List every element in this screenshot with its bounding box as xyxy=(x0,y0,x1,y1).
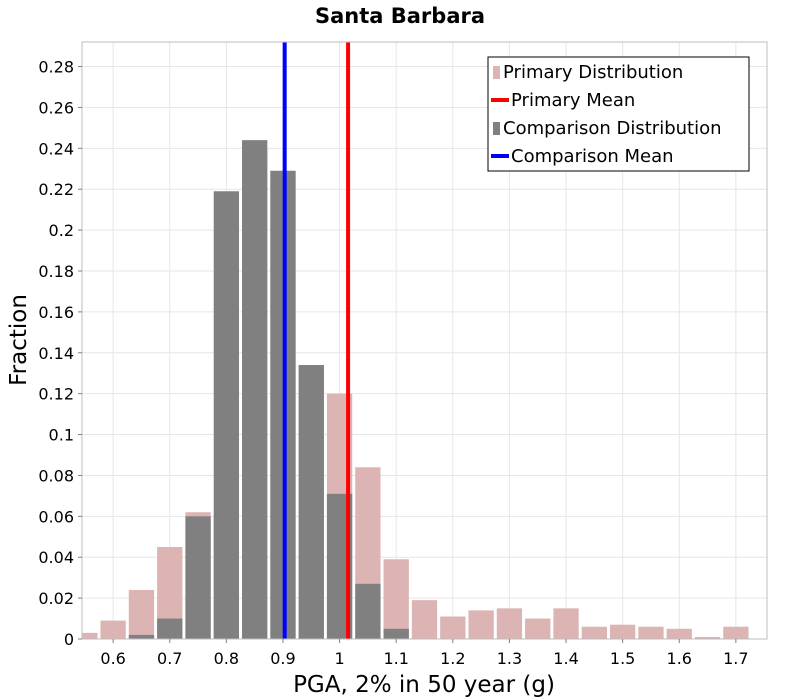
x-tick-label: 1.3 xyxy=(497,649,522,668)
primary-distribution-bar xyxy=(609,624,636,639)
x-tick-label: 0.8 xyxy=(214,649,239,668)
y-tick-label: 0.06 xyxy=(38,507,74,526)
legend-label-comparison-mean: Comparison Mean xyxy=(511,146,674,167)
comparison-distribution-bars xyxy=(128,140,409,639)
mean-lines xyxy=(282,42,351,639)
x-tick-label: 1.4 xyxy=(553,649,578,668)
y-tick-label: 0.14 xyxy=(38,344,74,363)
y-tick-label: 0 xyxy=(64,630,74,649)
primary-distribution-bar xyxy=(128,589,155,639)
y-tick-label: 0.26 xyxy=(38,98,74,117)
x-tick-label: 0.6 xyxy=(100,649,125,668)
legend-box xyxy=(487,56,750,172)
comparison-distribution-bar xyxy=(185,516,211,639)
comparison-distribution-bar xyxy=(383,628,409,639)
y-tick-label: 0.02 xyxy=(38,589,74,608)
comparison-distribution-bar xyxy=(157,618,183,639)
y-tick-label: 0.1 xyxy=(49,426,74,445)
legend-label-comparison-distribution: Comparison Distribution xyxy=(503,118,722,139)
x-tick-label: 0.7 xyxy=(157,649,182,668)
x-axis-ticks: 0.6 0.7 0.8 0.9 1 1.1 1.2 1.3 1.4 1.5 1.6 1.7 xyxy=(100,639,749,668)
y-tick-label: 0.24 xyxy=(38,139,74,158)
y-tick-label: 0.08 xyxy=(38,466,74,485)
chart-legend: Primary Distribution Primary Mean Comparis… xyxy=(487,56,750,172)
primary-distribution-bar xyxy=(411,600,438,639)
x-tick-label: 1.7 xyxy=(723,649,748,668)
primary-distribution-bar xyxy=(694,636,721,639)
legend-label-primary-mean: Primary Mean xyxy=(511,90,635,111)
y-tick-label: 0.04 xyxy=(38,548,74,567)
primary-distribution-bar xyxy=(440,616,466,639)
x-tick-label: 1.1 xyxy=(383,649,408,668)
primary-distribution-bar xyxy=(383,559,409,639)
y-tick-label: 0.28 xyxy=(38,58,74,77)
x-tick-label: 1 xyxy=(334,649,344,668)
x-tick-label: 0.9 xyxy=(270,649,295,668)
chart-title: Santa Barbara xyxy=(315,4,485,28)
y-tick-label: 0.16 xyxy=(38,303,74,322)
legend-swatch-primary-distribution xyxy=(493,66,500,79)
y-axis-ticks: 0 0.02 0.04 0.06 0.08 0.1 0.12 0.14 0.16 0.18 0.2 0… xyxy=(38,58,82,649)
y-tick-label: 0.12 xyxy=(38,385,74,404)
y-tick-label: 0.22 xyxy=(38,180,74,199)
legend-label-primary-distribution: Primary Distribution xyxy=(503,62,683,83)
primary-distribution-bar xyxy=(581,626,607,639)
x-axis-label: PGA, 2% in 50 year (g) xyxy=(293,672,555,698)
y-tick-label: 0.2 xyxy=(49,221,74,240)
x-tick-label: 1.5 xyxy=(610,649,635,668)
primary-distribution-bar xyxy=(525,618,551,639)
comparison-distribution-bar xyxy=(213,191,240,639)
primary-distribution-bar xyxy=(723,626,749,639)
primary-distribution-bar xyxy=(666,628,692,639)
primary-distribution-bar xyxy=(468,610,494,639)
x-tick-label: 1.2 xyxy=(440,649,465,668)
primary-distribution-bar xyxy=(82,632,98,639)
comparison-distribution-bar xyxy=(242,140,268,639)
primary-distribution-bar xyxy=(496,608,523,639)
primary-distribution-bar xyxy=(100,620,126,639)
comparison-distribution-bar xyxy=(355,583,381,639)
primary-distribution-bar xyxy=(553,608,579,639)
primary-distribution-bar xyxy=(638,626,664,639)
y-axis-label: Fraction xyxy=(6,294,32,386)
x-tick-label: 1.6 xyxy=(667,649,692,668)
comparison-distribution-bar xyxy=(298,365,324,639)
y-tick-label: 0.18 xyxy=(38,262,74,281)
plot-frame xyxy=(81,41,768,640)
comparison-distribution-bar xyxy=(128,634,155,639)
legend-swatch-comparison-distribution xyxy=(493,122,500,135)
